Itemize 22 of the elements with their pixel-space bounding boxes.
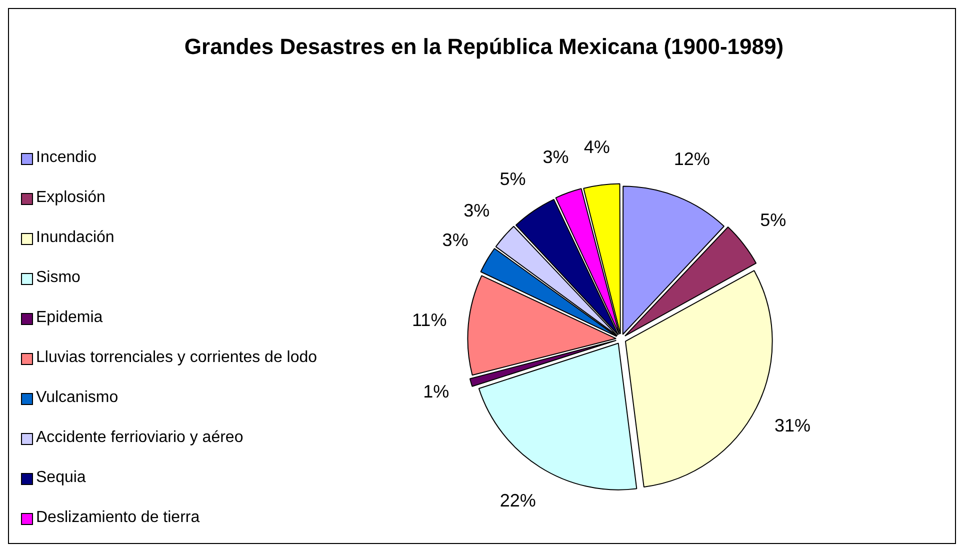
legend-label: Inundación	[36, 229, 114, 247]
data-label: 3%	[464, 200, 490, 221]
legend-label: Lluvias torrenciales y corrientes de lodo	[36, 349, 318, 367]
data-label: 1%	[423, 382, 450, 402]
legend-label: Deslizamiento de tierra	[36, 509, 200, 527]
data-label: 5%	[500, 168, 526, 189]
data-label: 5%	[760, 210, 786, 230]
legend-label: Explosión	[36, 189, 106, 207]
data-label: 3%	[542, 146, 569, 167]
legend-label: Sequia	[36, 469, 86, 487]
data-label: 11%	[412, 310, 447, 330]
data-label: 22%	[500, 490, 536, 510]
legend-label: Epidemia	[36, 309, 103, 327]
data-label: 3%	[442, 230, 468, 250]
data-label: 31%	[774, 415, 811, 436]
chart-title: Grandes Desastres en la República Mexicana (1900-1989)	[183, 33, 785, 61]
data-label: 12%	[674, 148, 710, 169]
legend-label: Sismo	[36, 269, 80, 287]
data-label: 4%	[584, 136, 610, 157]
legend-label: Accidente ferrioviario y aéreo	[36, 429, 244, 447]
legend-label: Incendio	[36, 149, 96, 167]
legend-label: Vulcanismo	[36, 389, 118, 407]
